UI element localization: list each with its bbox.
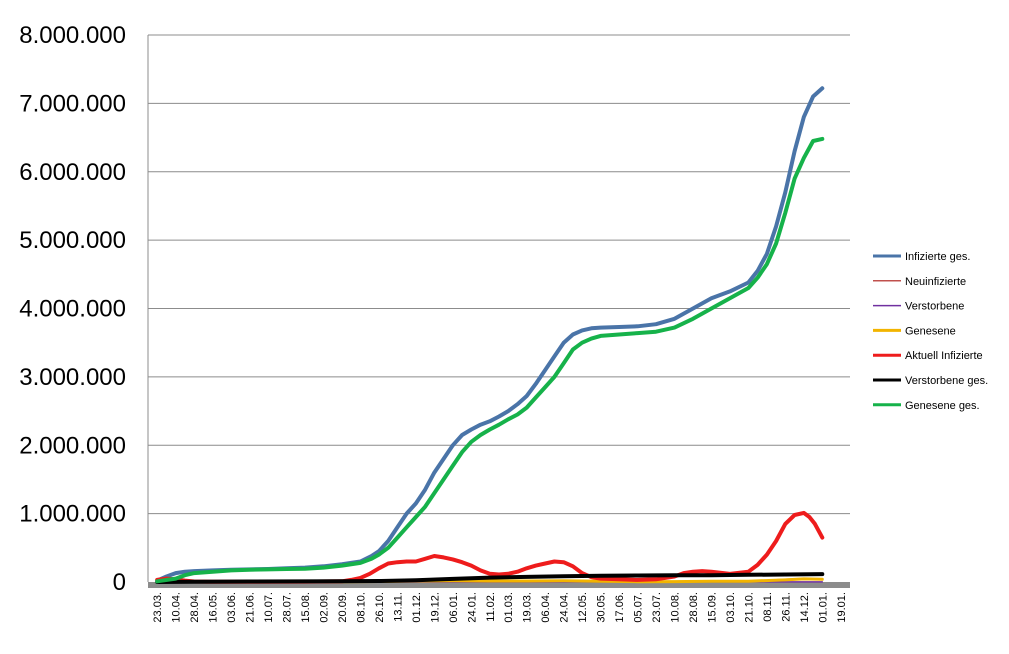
x-tick-label: 08.11. <box>762 592 774 622</box>
x-tick-label: 21.06. <box>245 592 257 623</box>
series-line-5 <box>155 572 825 584</box>
x-tick-label: 19.03. <box>522 592 534 623</box>
x-tick-label: 26.11. <box>780 592 792 622</box>
x-tick-label: 23.07. <box>651 592 663 623</box>
y-tick-label: 3.000.000 <box>19 364 126 391</box>
x-tick-label: 28.08. <box>688 592 700 623</box>
legend-label: Verstorbene <box>905 301 964 313</box>
x-tick-label: 28.04. <box>189 592 201 623</box>
grid-lines <box>148 34 850 515</box>
y-tick-label: 2.000.000 <box>19 432 126 459</box>
x-tick-label: 01.03. <box>503 592 515 623</box>
x-tick-label: 01.01. <box>817 592 829 623</box>
x-axis: 23.03. 10.04. 28.04. 16.05. 03.06. 21.06. 10.0… <box>147 35 850 623</box>
x-tick-label: 21.10. <box>743 592 755 623</box>
series-line-6 <box>155 136 825 584</box>
x-tick-label: 19.01. <box>836 592 848 623</box>
legend-label: Neuinfizierte <box>905 276 966 288</box>
legend-label: Infizierte ges. <box>905 251 970 263</box>
y-tick-label: 8.000.000 <box>19 22 126 49</box>
x-tick-label: 14.12. <box>799 592 811 623</box>
x-tick-label: 17.06. <box>614 592 626 623</box>
legend-label: Aktuell Infizierte <box>905 350 983 362</box>
x-tick-label: 23.03. <box>152 592 164 623</box>
y-tick-label: 4.000.000 <box>19 296 126 323</box>
x-tick-label: 26.10. <box>374 592 386 623</box>
x-tick-label: 06.04. <box>540 592 552 623</box>
x-tick-label: 28.07. <box>282 592 294 623</box>
x-tick-label: 10.04. <box>171 592 183 623</box>
x-tick-label: 08.10. <box>355 592 367 623</box>
x-tick-label: 11.02. <box>485 592 497 622</box>
x-tick-label: 30.05. <box>596 592 608 623</box>
x-tick-label: 12.05. <box>577 592 589 623</box>
series-lines <box>155 86 825 584</box>
x-tick-label: 01.12. <box>411 592 423 623</box>
x-tick-label: 06.01. <box>448 592 460 623</box>
y-tick-label: 5.000.000 <box>19 227 126 254</box>
x-tick-label: 10.08. <box>670 592 682 623</box>
x-tick-label: 10.07. <box>263 592 275 623</box>
legend-label: Verstorbene ges. <box>905 375 988 387</box>
x-tick-label: 05.07. <box>633 592 645 623</box>
legend-label: Genesene <box>905 325 956 337</box>
x-tick-label: 03.06. <box>226 592 238 623</box>
x-axis-band <box>148 582 850 588</box>
y-tick-label: 1.000.000 <box>19 501 126 528</box>
series-line-0 <box>155 86 825 583</box>
x-tick-label: 20.09. <box>337 592 349 623</box>
x-tick-label: 15.08. <box>300 592 312 623</box>
x-tick-label: 13.11. <box>392 592 404 622</box>
x-tick-label: 15.09. <box>706 592 718 623</box>
legend-label: Genesene ges. <box>905 400 980 412</box>
x-tick-label: 03.10. <box>725 592 737 623</box>
y-axis-ticks: 0 1.000.000 2.000.000 3.000.000 4.000.000 5.0… <box>19 22 126 596</box>
x-tick-label: 19.12. <box>429 592 441 623</box>
y-tick-label: 0 <box>113 569 126 596</box>
x-tick-label: 24.01. <box>466 592 478 623</box>
x-tick-label: 24.04. <box>559 592 571 623</box>
x-tick-label: 02.09. <box>319 592 331 623</box>
y-tick-label: 6.000.000 <box>19 159 126 186</box>
y-tick-label: 7.000.000 <box>19 90 126 117</box>
legend: Infizierte ges. Neuinfizierte Verstorbene G… <box>873 251 988 412</box>
x-tick-label: 16.05. <box>208 592 220 623</box>
